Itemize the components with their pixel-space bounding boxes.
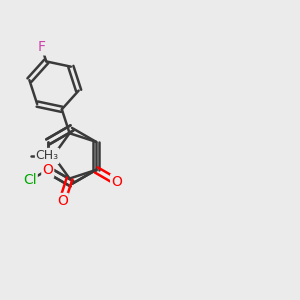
Text: O: O	[111, 175, 122, 189]
Text: O: O	[57, 194, 68, 208]
Text: Cl: Cl	[23, 173, 37, 187]
Text: F: F	[38, 40, 46, 54]
Text: O: O	[42, 163, 53, 177]
Text: CH₃: CH₃	[35, 149, 58, 162]
Text: N: N	[48, 149, 58, 163]
